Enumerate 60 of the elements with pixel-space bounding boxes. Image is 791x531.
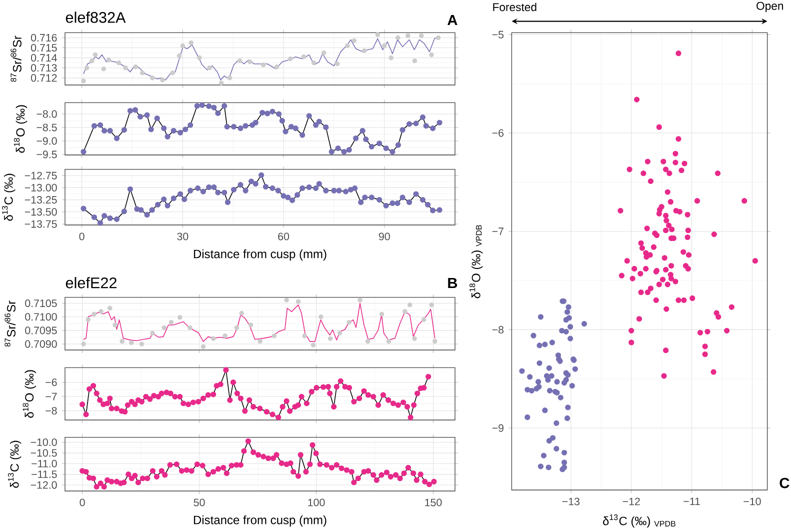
y-axis-title: δ$^{18}$O (‰) [22, 370, 36, 418]
chart-title: elef832A [66, 12, 126, 23]
y-tick-label: 0.714 [31, 54, 57, 62]
y-axis-title: $^{87}$Sr/$^{86}$Sr [4, 300, 16, 347]
y-tick-label: 0.7090 [25, 340, 57, 348]
y-tick-label: −9.5 [36, 150, 57, 158]
x-tick-label: −10 [744, 498, 761, 506]
y-tick-label: −9 [492, 424, 504, 432]
text: B [448, 278, 458, 288]
y-tick-label: 0.7095 [25, 326, 57, 334]
y-tick-label: 0.712 [31, 74, 57, 82]
y-axis-title: δ$^{13}$C (‰) [8, 440, 22, 488]
x-tick-label: 150 [425, 498, 442, 506]
y-tick-label: −7 [46, 392, 57, 400]
y-tick-label: 0.713 [31, 64, 57, 72]
x-tick-label: 30 [177, 232, 188, 240]
y-tick-label: −8.5 [36, 124, 57, 132]
y-tick-label: −12.75 [24, 172, 57, 180]
y-tick-label: −13.50 [24, 208, 57, 216]
y-tick-label: −10.0 [30, 438, 57, 446]
y-tick-label: −13.00 [24, 184, 57, 192]
x-axis-title: Distance from cusp (mm) [194, 249, 326, 261]
y-tick-label: −8.0 [36, 110, 57, 118]
y-tick-label: −8 [492, 326, 504, 334]
y-tick-label: −10.5 [30, 449, 57, 457]
y-axis-title: $^{87}$Sr/$^{86}$Sr [10, 36, 22, 82]
y-tick-label: −6 [46, 378, 57, 386]
x-tick-label: 90 [378, 232, 390, 240]
x-tick-label: −12 [622, 498, 640, 506]
text: Open [756, 2, 784, 12]
y-axis-title: δ$^{18}$O (‰) [14, 105, 28, 153]
x-tick-label: 0 [80, 498, 85, 506]
y-tick-label: 0.715 [31, 44, 57, 52]
x-tick-label: −11 [684, 498, 700, 506]
x-axis-title: Distance from cusp (mm) [194, 515, 326, 527]
y-tick-label: −5 [492, 30, 504, 38]
text: A [448, 14, 458, 26]
x-tick-label: −13 [562, 498, 580, 506]
x-tick-label: 0 [79, 232, 84, 240]
y-tick-label: −9.0 [36, 137, 57, 145]
y-tick-label: 0.716 [31, 34, 57, 42]
y-tick-label: 0.7105 [25, 300, 57, 308]
y-tick-label: 0.7100 [25, 313, 57, 321]
y-tick-label: −7 [492, 228, 504, 236]
x-tick-label: 50 [194, 498, 205, 506]
y-tick-label: −13.25 [24, 196, 57, 204]
y-tick-label: −6 [492, 129, 504, 137]
y-axis-title: δ$^{13}$C (‰) [2, 174, 16, 221]
y-tick-label: −8 [46, 406, 57, 415]
y-tick-label: −11.0 [32, 460, 57, 468]
text: C [780, 478, 790, 488]
y-tick-label: −13.75 [24, 220, 57, 228]
x-axis-title: δ$^{13}$C (‰) $_{VPDB}$ [602, 514, 676, 528]
text: Forested [493, 2, 536, 12]
chart-title: elefE22 [66, 277, 116, 288]
x-tick-label: 100 [308, 498, 325, 506]
y-tick-label: −11.5 [32, 470, 57, 478]
y-axis-title: δ$^{18}$O (‰) $_{VPDB}$ [470, 225, 483, 298]
y-tick-label: −12.0 [30, 481, 57, 489]
x-tick-label: 60 [278, 232, 290, 240]
